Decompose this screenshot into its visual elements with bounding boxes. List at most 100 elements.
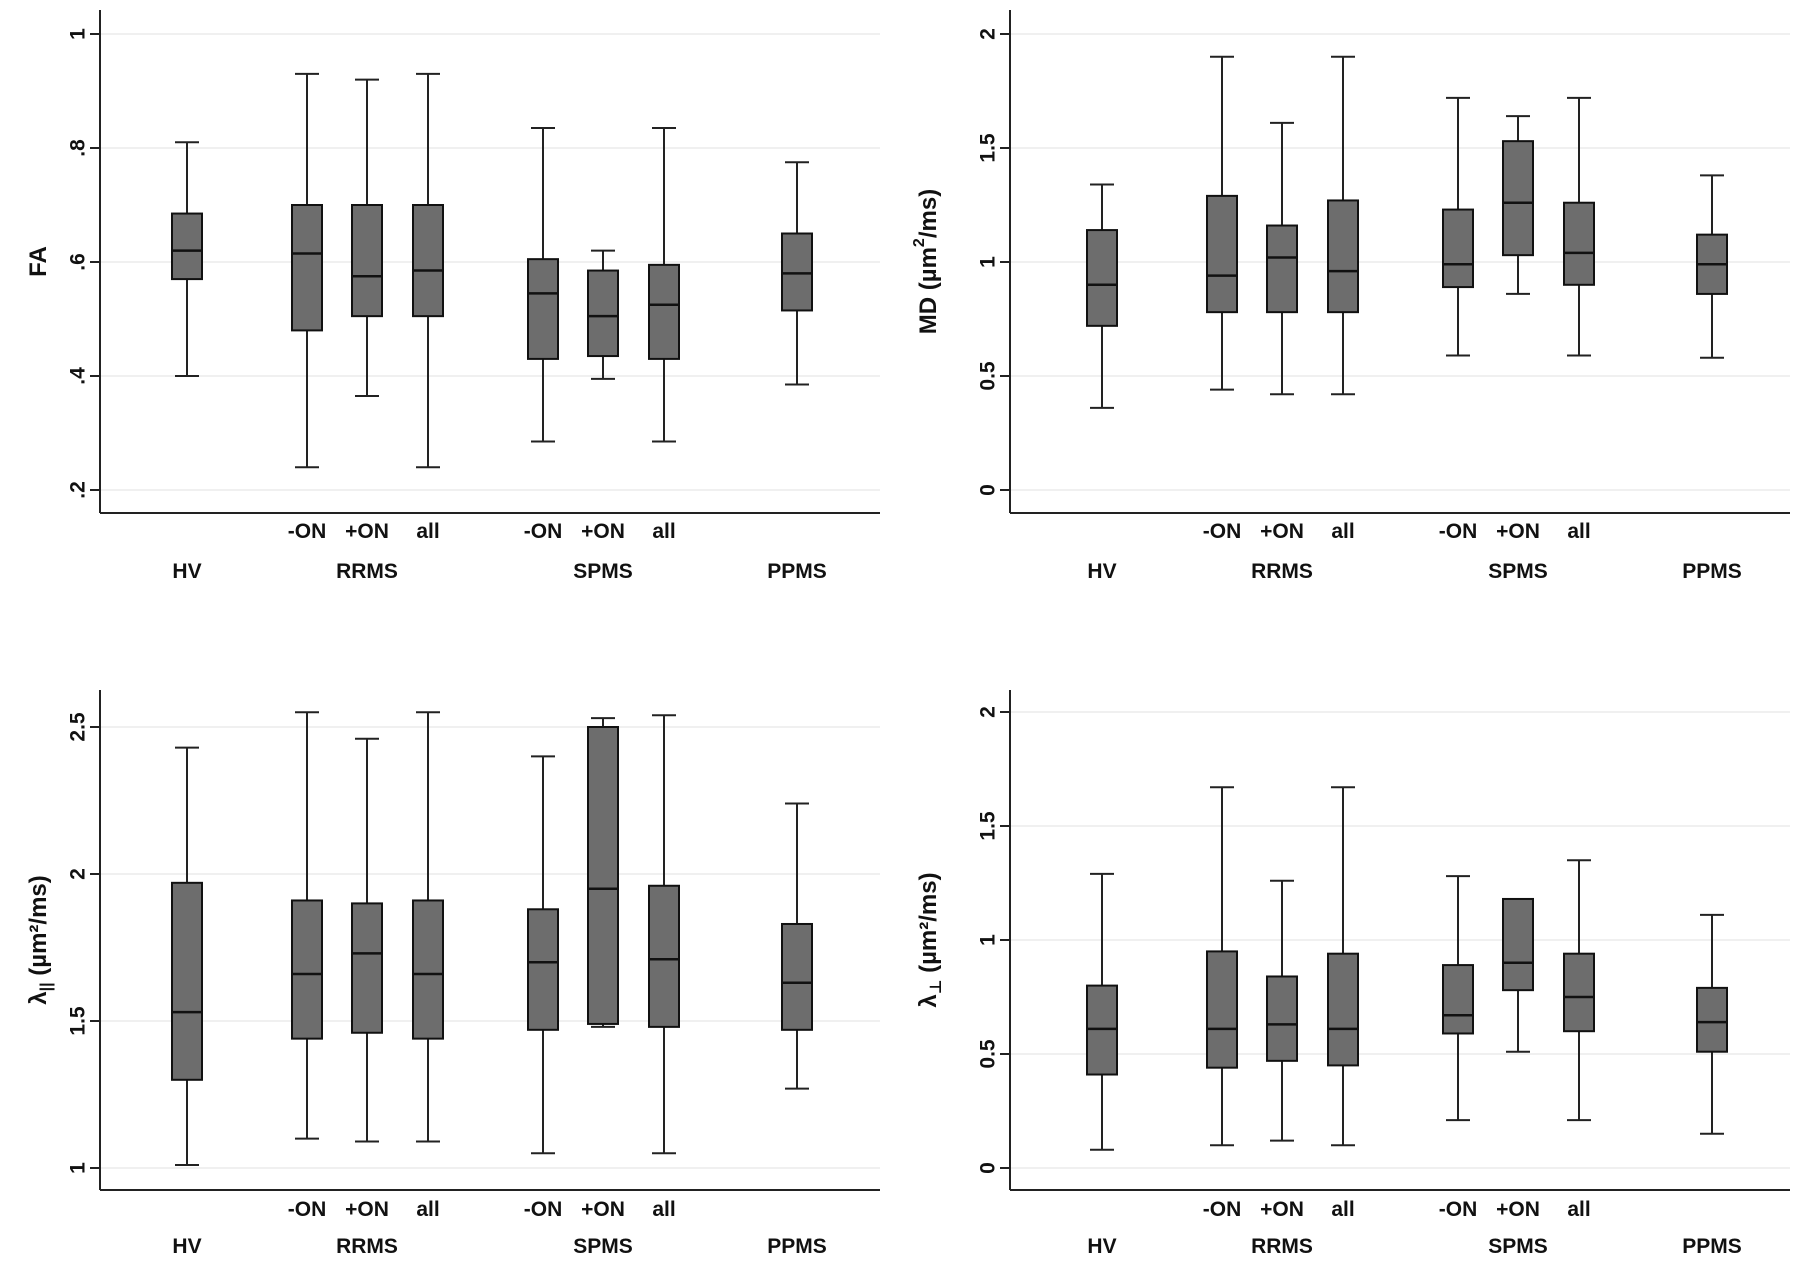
panel-3: 1 1.5 2 2.5 λ|| (µm²/ms) -ON +ON all -ON +ON all HV… bbox=[25, 690, 880, 1258]
subgroup-label: all bbox=[416, 1198, 439, 1221]
y-tick-label: .4 bbox=[67, 367, 90, 385]
box-spms-all bbox=[648, 127, 680, 443]
subgroup-label: all bbox=[652, 1198, 675, 1221]
box-spms-plus-on bbox=[1502, 115, 1534, 295]
group-label: SPMS bbox=[1488, 1235, 1548, 1258]
y-tick-label: 1.5 bbox=[977, 811, 1000, 841]
iqr-box bbox=[291, 204, 323, 332]
box-spms-minus-on bbox=[1442, 875, 1474, 1122]
subgroup-label: -ON bbox=[288, 520, 327, 543]
subgroup-label: +ON bbox=[1496, 520, 1540, 543]
iqr-box bbox=[291, 899, 323, 1040]
box-hv bbox=[171, 746, 203, 1167]
iqr-box bbox=[781, 922, 813, 1031]
y-tick-label: 1 bbox=[67, 28, 90, 40]
y-tick-label: 1 bbox=[977, 256, 1000, 268]
box-ppms bbox=[781, 161, 813, 386]
group-label: RRMS bbox=[336, 560, 398, 583]
box-hv bbox=[1086, 872, 1118, 1151]
box-spms-all bbox=[1563, 96, 1595, 357]
y-tick-label: .8 bbox=[67, 139, 90, 157]
box-rrms-all bbox=[412, 72, 444, 469]
y-tick-label: .2 bbox=[67, 481, 90, 499]
subgroup-label: +ON bbox=[345, 520, 389, 543]
iqr-box bbox=[412, 899, 444, 1040]
box-spms-all bbox=[1563, 859, 1595, 1122]
group-label: PPMS bbox=[1682, 560, 1742, 583]
y-tick-label: 0.5 bbox=[977, 361, 1000, 391]
iqr-box bbox=[412, 204, 444, 318]
box-hv bbox=[171, 141, 203, 377]
subgroup-label: +ON bbox=[581, 520, 625, 543]
subgroup-label: -ON bbox=[1439, 520, 1478, 543]
group-label: SPMS bbox=[573, 560, 633, 583]
iqr-box bbox=[351, 204, 383, 318]
group-label: RRMS bbox=[336, 1235, 398, 1258]
y-tick-label: 1.5 bbox=[67, 1006, 90, 1036]
iqr-box bbox=[1266, 224, 1298, 314]
subgroup-label: +ON bbox=[1496, 1198, 1540, 1221]
iqr-box bbox=[1442, 964, 1474, 1035]
box-rrms-plus-on bbox=[1266, 879, 1298, 1142]
y-tick-label: 0 bbox=[977, 484, 1000, 496]
y-tick-label: 1 bbox=[977, 934, 1000, 946]
iqr-box bbox=[648, 263, 680, 360]
iqr-box bbox=[1206, 950, 1238, 1069]
iqr-box bbox=[527, 258, 559, 360]
subgroup-label: all bbox=[1567, 1198, 1590, 1221]
y-tick-label: 0 bbox=[977, 1162, 1000, 1174]
subgroup-label: +ON bbox=[581, 1198, 625, 1221]
box-spms-plus-on bbox=[587, 717, 619, 1028]
group-label: PPMS bbox=[767, 560, 827, 583]
subgroup-label: -ON bbox=[524, 1198, 563, 1221]
subgroup-label: all bbox=[1331, 520, 1354, 543]
group-label: PPMS bbox=[1682, 1235, 1742, 1258]
iqr-box bbox=[171, 212, 203, 281]
iqr-box bbox=[781, 232, 813, 312]
iqr-box bbox=[1502, 140, 1534, 257]
box-rrms-all bbox=[1327, 786, 1359, 1147]
subgroup-label: -ON bbox=[524, 520, 563, 543]
box-rrms-minus-on bbox=[291, 72, 323, 469]
iqr-box bbox=[527, 908, 559, 1031]
box-rrms-plus-on bbox=[351, 737, 383, 1143]
box-rrms-all bbox=[412, 711, 444, 1143]
y-axis-label: MD (µm2/ms) bbox=[911, 189, 942, 334]
subgroup-label: all bbox=[416, 520, 439, 543]
panel-1: .2 .4 .6 .8 1 FA -ON +ON all -ON +ON all HV RRMS SPMS P… bbox=[25, 10, 880, 583]
y-tick-label: 2 bbox=[67, 868, 90, 880]
iqr-box bbox=[1327, 952, 1359, 1067]
subgroup-label: -ON bbox=[288, 1198, 327, 1221]
subgroup-label: all bbox=[1567, 520, 1590, 543]
panel-4: 0 0.5 1 1.5 2 λ⊥ (µm²/ms) -ON +ON all -ON +ON all HV… bbox=[915, 690, 1790, 1258]
iqr-box bbox=[1206, 194, 1238, 314]
subgroup-label: all bbox=[1331, 1198, 1354, 1221]
y-tick-label: 2 bbox=[977, 28, 1000, 40]
box-ppms bbox=[781, 802, 813, 1090]
box-rrms-minus-on bbox=[291, 711, 323, 1140]
box-spms-minus-on bbox=[527, 127, 559, 443]
y-tick-label: 0.5 bbox=[977, 1039, 1000, 1069]
iqr-box bbox=[1502, 897, 1534, 992]
box-rrms-plus-on bbox=[1266, 121, 1298, 396]
subgroup-label: +ON bbox=[1260, 520, 1304, 543]
iqr-box bbox=[351, 902, 383, 1034]
iqr-box bbox=[1563, 201, 1595, 286]
box-spms-minus-on bbox=[1442, 96, 1474, 357]
iqr-box bbox=[1266, 975, 1298, 1062]
y-tick-label: .6 bbox=[67, 253, 90, 271]
iqr-box bbox=[648, 884, 680, 1028]
y-axis-label: λ⊥ (µm²/ms) bbox=[915, 872, 946, 1007]
y-tick-label: 1.5 bbox=[977, 133, 1000, 163]
box-spms-plus-on bbox=[1502, 897, 1534, 1053]
y-tick-label: 2.5 bbox=[67, 712, 90, 742]
box-ppms bbox=[1696, 174, 1728, 359]
iqr-box bbox=[1086, 229, 1118, 327]
iqr-box bbox=[1327, 199, 1359, 314]
iqr-box bbox=[1563, 952, 1595, 1033]
subgroup-label: all bbox=[652, 520, 675, 543]
box-spms-minus-on bbox=[527, 755, 559, 1155]
group-label: SPMS bbox=[573, 1235, 633, 1258]
group-label: HV bbox=[1087, 1235, 1116, 1258]
